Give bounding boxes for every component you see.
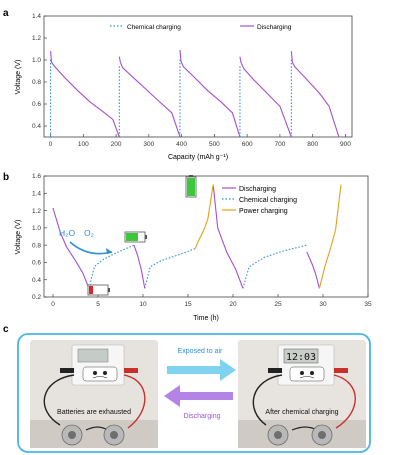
legend-discharging-label: Discharging: [257, 24, 292, 31]
panel-b-series-discharging: [52, 207, 90, 289]
panel-a-series-discharging: [50, 51, 120, 138]
panel-b-ytick-label: 1.2: [32, 208, 41, 215]
panel-a-frame: [43, 15, 353, 138]
annot-h2o: H₂O: [59, 228, 75, 238]
legend-chemical-label: Chemical charging: [127, 24, 181, 31]
panel-a-series-discharging: [118, 56, 181, 138]
panel-b-ytick-label: 0.2: [32, 294, 41, 301]
panel-a-xtick-label: 800: [307, 141, 318, 148]
clock-screen-left: [77, 348, 109, 363]
panel-a-ytick-label: 0.4: [32, 123, 41, 130]
clock-readout-right: 12:03: [286, 352, 316, 363]
panel-a-ytick-label: 0.6: [32, 101, 41, 108]
label-discharging: Discharging: [184, 413, 221, 420]
panel-a-xtick-label: 900: [340, 141, 351, 148]
panel-a-xtick-label: 600: [242, 141, 253, 148]
clock-face-icon: [82, 366, 118, 382]
panel-b-series-discharging: [212, 184, 244, 289]
panel-b-ylabel: Voltage (V): [15, 220, 22, 255]
panel-b-frame: [43, 175, 369, 298]
panel-b-ytick-label: 0.8: [32, 242, 41, 249]
clock-screen-right: [283, 348, 319, 364]
panel-a-series-discharging: [290, 51, 340, 138]
caption-left: Batteries are exhausted: [57, 409, 131, 416]
panel-a-xtick-label: 300: [143, 141, 154, 148]
panel-a-series-discharging: [239, 56, 292, 138]
panel-b-ytick-label: 0.4: [32, 277, 41, 284]
panel-a-xtick-label: 500: [209, 141, 220, 148]
arrow-exposed-to-air: [167, 359, 236, 381]
annot-o2: O₂: [84, 228, 94, 238]
annot-arrowhead: [106, 248, 112, 254]
panel-b-ytick-label: 1.4: [32, 190, 41, 197]
panel-b-xtick-label: 0: [51, 301, 55, 308]
panel-label-a: a: [3, 8, 9, 19]
label-exposed-to-air: Exposed to air: [178, 348, 223, 355]
panel-c-photo-panel: Batteries are exhausted Exposed to air D…: [17, 333, 371, 453]
panel-c-frame: [17, 333, 371, 453]
coin-cell-icon: [311, 424, 333, 446]
panel-a-xtick-label: 700: [274, 141, 285, 148]
panel-b-xtick-label: 15: [184, 301, 192, 308]
arrow-discharging: [164, 385, 233, 407]
legend-b-power-label: Power charging: [239, 208, 288, 215]
panel-a-ytick-label: 1.2: [32, 35, 41, 42]
panel-b-ytick-label: 1.6: [32, 173, 41, 180]
caption-right: After chemical charging: [265, 409, 338, 416]
panel-b-xtick-label: 5: [96, 301, 100, 308]
panel-label-b: b: [3, 172, 9, 183]
panel-b-xlabel: Time (h): [193, 315, 219, 322]
panel-a-ylabel: Voltage (V): [15, 60, 22, 95]
panel-a-chart: 0 100 200 300 400 500 600 700 800 900 0.4 0.6 0.8 1.0…: [15, 13, 353, 161]
panel-b-chart: 0 5 10 15 20 25 30 35 0.2 0.4 0.6 0.8 1.0 1.2 1.4 1.6 D…: [15, 173, 372, 322]
panel-b-xtick-label: 30: [319, 301, 327, 308]
panel-b-ytick-label: 1.0: [32, 225, 41, 232]
panel-b-series-discharging: [306, 251, 320, 289]
panel-a-xtick-label: 200: [111, 141, 122, 148]
coin-cell-icon: [267, 424, 289, 446]
panel-a-xtick-label: 100: [78, 141, 89, 148]
panel-label-c: c: [3, 324, 9, 335]
panel-b-series-power-charging: [194, 184, 214, 249]
panel-b-series-discharging: [133, 244, 146, 289]
panel-b-xtick-label: 25: [274, 301, 282, 308]
battery-full-icon: [185, 175, 197, 198]
panel-b-xtick-label: 20: [229, 301, 237, 308]
panel-a-ytick-label: 1.0: [32, 57, 41, 64]
panel-a-xtick-label: 400: [176, 141, 187, 148]
battery-low-icon: [87, 284, 110, 296]
panel-b-series-chemical-charging: [242, 244, 307, 289]
panel-b-series-chemical-charging: [144, 248, 196, 289]
legend-b-discharging-label: Discharging: [239, 186, 276, 193]
photo-exhausted: Batteries are exhausted: [30, 340, 158, 448]
panel-a-xtick-label: 0: [49, 141, 53, 148]
coin-cell-icon: [103, 424, 125, 446]
coin-cell-icon: [61, 424, 83, 446]
panel-b-ytick-label: 0.6: [32, 260, 41, 267]
panel-b-series-power-charging: [318, 184, 342, 289]
panel-b-xtick-label: 10: [139, 301, 147, 308]
panel-a-ytick-label: 1.4: [32, 13, 41, 20]
photo-charged: 12:03 After chemical charging: [238, 340, 366, 448]
panel-a-series-discharging: [179, 50, 241, 138]
panel-a-ytick-label: 0.8: [32, 79, 41, 86]
legend-b-chemical-label: Chemical charging: [239, 197, 297, 204]
clock-face-icon: [289, 366, 325, 382]
annot-arrow: [69, 241, 113, 255]
battery-medium-icon: [124, 231, 147, 243]
panel-a-xlabel: Capacity (mAh g⁻¹): [168, 154, 228, 161]
panel-b-xtick-label: 35: [364, 301, 372, 308]
